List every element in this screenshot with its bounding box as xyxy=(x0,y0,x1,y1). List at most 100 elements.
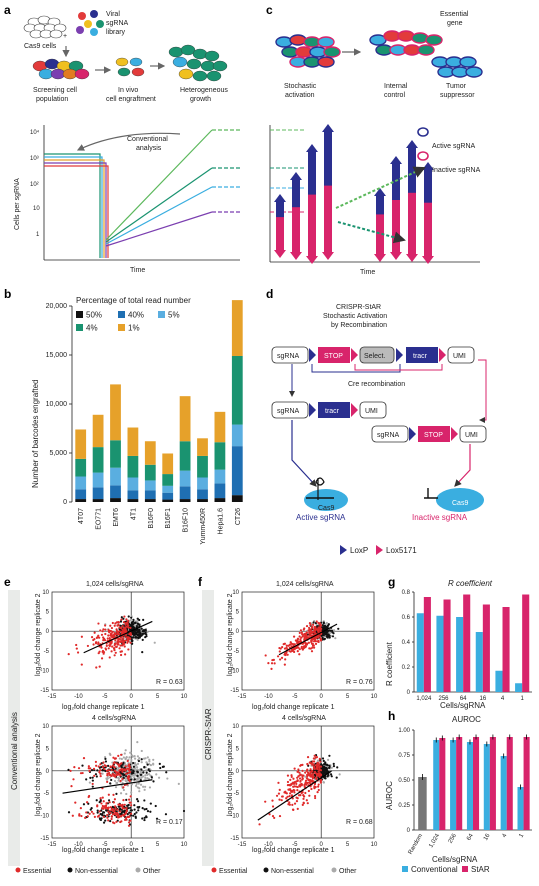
scatter-point xyxy=(311,774,315,778)
scatter-point xyxy=(115,645,118,648)
scatter-point xyxy=(298,648,301,651)
scatter-point xyxy=(289,792,292,795)
b-ytick: 20,000 xyxy=(46,303,68,310)
scatter-ytick: 10 xyxy=(232,590,239,596)
construct2-umi: UMI xyxy=(365,408,378,415)
scatter-point xyxy=(136,770,139,773)
scatter-point xyxy=(319,624,323,627)
scatter-point xyxy=(123,807,126,810)
scatter-point xyxy=(313,794,317,798)
svg-text:+: + xyxy=(63,33,67,40)
b-bar-segment xyxy=(110,485,121,499)
scatter-point xyxy=(91,779,94,782)
construct-active: sgRNA tracr UMI xyxy=(271,401,387,419)
scatter-point xyxy=(127,619,130,623)
scatter-point xyxy=(137,809,140,812)
b-legend-swatch xyxy=(76,324,83,331)
scatter-point xyxy=(164,813,168,816)
scatter-point xyxy=(91,785,94,788)
scatter-point xyxy=(125,639,129,642)
scatter-point xyxy=(79,807,82,810)
c-xlabel: Time xyxy=(360,269,375,276)
g-chart-category-label: 64 xyxy=(460,696,467,702)
scatter-point xyxy=(149,802,152,805)
scatter-point xyxy=(314,796,317,800)
scatter-point xyxy=(304,775,307,778)
scatter-point xyxy=(104,819,107,822)
b-ytick: 5,000 xyxy=(49,450,67,457)
c-active-bar xyxy=(308,152,316,236)
h-chart-bar-conventional xyxy=(450,740,457,830)
scatter-point xyxy=(112,810,115,813)
h-chart-ytick: 0.25 xyxy=(398,803,410,809)
scatter-point xyxy=(121,631,124,634)
scatter-point xyxy=(299,780,302,783)
scatter-point xyxy=(141,817,144,820)
f-bottom-xlabel: log₂fold change replicate 1 xyxy=(252,847,335,854)
scatter-xtick: 5 xyxy=(346,694,350,700)
scatter-point xyxy=(129,626,132,629)
scatter-point xyxy=(94,773,98,776)
scatter-point xyxy=(115,762,118,765)
scatter-point xyxy=(150,776,153,779)
scatter-point xyxy=(122,761,125,765)
scatter-point xyxy=(124,779,127,782)
scatter-point xyxy=(108,752,111,755)
h-chart-bar-star xyxy=(523,737,530,830)
scatter-point xyxy=(107,769,111,772)
scatter-point xyxy=(140,761,143,764)
scatter-point xyxy=(122,629,126,632)
h-title: AUROC xyxy=(452,715,481,724)
scatter-point xyxy=(334,637,337,640)
construct3-stop: STOP xyxy=(424,432,443,439)
scatter-point xyxy=(130,804,133,807)
scatter-point xyxy=(119,653,123,657)
scatter-point xyxy=(302,797,305,800)
lox5171-label: Lox5171 xyxy=(386,546,417,555)
g-title: R coefficient xyxy=(448,579,493,588)
scatter-point xyxy=(118,772,121,775)
scatter-point xyxy=(131,642,134,645)
scatter-point xyxy=(140,776,143,779)
scatter-point xyxy=(287,644,290,647)
scatter-xtick: 0 xyxy=(320,694,324,700)
stochastic-label-2: activation xyxy=(285,92,315,99)
scatter-point xyxy=(124,816,128,820)
scatter-point xyxy=(108,644,111,647)
stochastic-cells-icon xyxy=(275,34,341,68)
stochastic-label-1: Stochastic xyxy=(284,83,317,90)
h-chart-ytick: 0.75 xyxy=(398,753,410,759)
scatter-point xyxy=(301,769,304,772)
scatter-point xyxy=(321,624,324,627)
b-bar-segment xyxy=(162,492,174,500)
scatter-point xyxy=(324,763,327,766)
scatter-point xyxy=(286,780,290,784)
scatter-point xyxy=(90,810,94,813)
scatter-point xyxy=(129,619,132,622)
scatter-point xyxy=(111,621,114,625)
scatter-point xyxy=(136,762,140,766)
scatter-point xyxy=(69,769,72,772)
scatter-point xyxy=(288,801,291,804)
b-category-label: Hepa1.6 xyxy=(217,508,224,535)
scatter-point xyxy=(293,643,296,646)
h-chart-ytick: 1.00 xyxy=(398,728,410,734)
scatter-point xyxy=(115,820,118,823)
scatter-point xyxy=(112,793,115,796)
h-legend-conventional-swatch xyxy=(402,866,408,872)
loxp-icon xyxy=(340,545,347,555)
scatter-point xyxy=(119,779,122,783)
scatter-point xyxy=(113,798,116,801)
scatter-point xyxy=(289,641,292,644)
scatter-legend: Essential Non-essential Other Essential … xyxy=(15,867,357,875)
scatter-point xyxy=(144,757,147,760)
scatter-point xyxy=(302,645,305,648)
scatter-point xyxy=(107,819,110,822)
scatter-ytick: -10 xyxy=(40,814,49,820)
scatter-point xyxy=(302,801,305,805)
scatter-point xyxy=(295,780,298,783)
scatter-point xyxy=(311,631,314,634)
scatter-point xyxy=(328,764,331,767)
scatter-point xyxy=(289,650,292,653)
scatter-point xyxy=(273,662,276,665)
